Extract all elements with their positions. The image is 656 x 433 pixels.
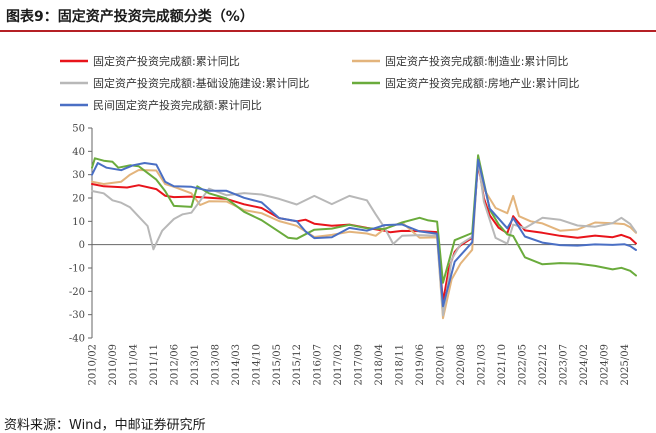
legend-label: 固定资产投资完成额:累计同比 [93, 54, 240, 68]
legend-label: 固定资产投资完成额:制造业:累计同比 [385, 54, 568, 68]
series-line [91, 158, 637, 308]
x-tick-label: 2014/10 [251, 344, 262, 386]
x-tick-label: 2018/11 [395, 344, 406, 386]
x-tick-label: 2021/10 [497, 344, 508, 386]
y-tick-label: 10 [72, 217, 85, 228]
x-tick-label: 2024/09 [599, 344, 610, 386]
legend-label: 固定资产投资完成额:房地产业:累计同比 [385, 76, 579, 90]
axes: -40 -30 -20 -10 0 10 20 30 40 50 2010/02 2010/09 201… [69, 124, 636, 386]
y-tick-label: 50 [72, 124, 85, 135]
x-tick-label: 2023/07 [558, 344, 569, 386]
y-tick-label: -30 [69, 310, 85, 321]
title-bar: 图表9：固定资产投资完成额分类（%） [0, 0, 656, 32]
x-tick-label: 2011/04 [128, 344, 139, 386]
x-tick-label: 2010/09 [108, 344, 119, 386]
x-tick-label: 2020/08 [456, 344, 467, 386]
x-tick-label: 2019/06 [415, 344, 426, 386]
x-tick-label: 2013/01 [190, 344, 201, 386]
x-tick-label: 2015/12 [292, 344, 303, 386]
chart-title: 图表9：固定资产投资完成额分类（%） [6, 9, 254, 25]
legend-item: 固定资产投资完成额:累计同比 [60, 54, 240, 68]
legend-item: 民间固定资产投资完成额:累计同比 [60, 98, 262, 112]
x-tick-label: 2014/03 [231, 344, 242, 386]
x-tick-label: 2018/04 [374, 344, 385, 386]
y-tick-label: -20 [69, 287, 85, 298]
source-note: 资料来源：Wind，中邮证券研究所 [4, 418, 206, 433]
series-lines [91, 154, 637, 320]
x-tick-label: 2022/05 [517, 344, 528, 386]
x-tick-label: 2024/02 [579, 344, 590, 386]
legend-item: 固定资产投资完成额:房地产业:累计同比 [352, 76, 579, 90]
x-tick-label: 2021/03 [476, 344, 487, 386]
x-tick-label: 2022/12 [538, 344, 549, 386]
x-tick-label: 2013/08 [210, 344, 221, 386]
x-tick-label: 2012/06 [169, 344, 180, 386]
x-tick-label: 2016/07 [313, 344, 324, 386]
legend-item: 固定资产投资完成额:制造业:累计同比 [352, 54, 568, 68]
y-tick-label: 40 [72, 147, 85, 158]
x-tick-label: 2025/04 [620, 344, 631, 386]
y-tick-label: 30 [72, 170, 85, 181]
legend: 固定资产投资完成额:累计同比 固定资产投资完成额:制造业:累计同比固定资产投资完成… [60, 54, 579, 112]
y-tick-label: 0 [79, 240, 85, 251]
x-tick-label: 2020/01 [436, 344, 447, 386]
y-tick-label: 20 [72, 194, 85, 205]
y-tick-label: -40 [69, 334, 85, 345]
x-tick-label: 2015/05 [272, 344, 283, 386]
series-line [91, 158, 637, 317]
x-tick-label: 2017/09 [354, 344, 365, 386]
line-chart: 固定资产投资完成额:累计同比 固定资产投资完成额:制造业:累计同比固定资产投资完成… [60, 54, 637, 386]
x-tick-label: 2017/02 [333, 344, 344, 386]
x-tick-label: 2010/02 [88, 344, 99, 386]
legend-label: 民间固定资产投资完成额:累计同比 [93, 98, 262, 112]
series-line [91, 156, 637, 320]
legend-label: 固定资产投资完成额:基础设施建设:累计同比 [93, 76, 309, 90]
x-tick-label: 2011/11 [149, 344, 160, 386]
y-tick-label: -10 [69, 264, 85, 275]
legend-item: 固定资产投资完成额:基础设施建设:累计同比 [60, 76, 309, 90]
series-line [91, 154, 637, 284]
